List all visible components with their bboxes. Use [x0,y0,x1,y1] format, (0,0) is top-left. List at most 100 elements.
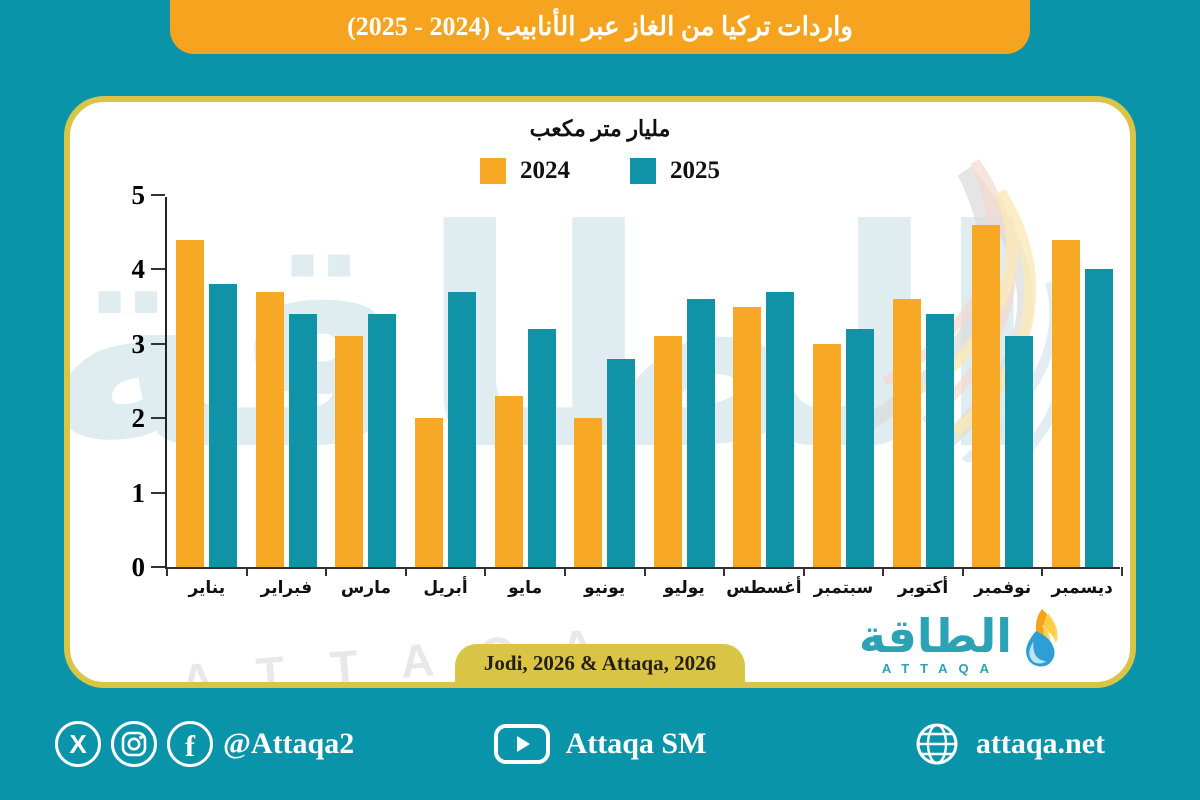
legend-item-2025: 2025 [630,157,720,185]
x-axis-tick [325,567,328,576]
bar-2025-july [686,299,715,567]
legend-label-2024: 2024 [520,157,570,184]
footer-youtube-group: Attaqa SM [493,724,707,764]
x-axis-tick [643,567,646,576]
y-axis-label: 1 [131,477,146,508]
legend-swatch-2024 [480,158,506,184]
bar-2025-june [607,358,636,567]
x-axis-month-label: أغسطس [726,578,802,598]
footer-bar: X f @Attaqa2 Attaqa SM at [0,688,1200,800]
y-axis-label: 4 [131,254,146,285]
source-text: Jodi, 2026 & Attaqa, 2026 [483,650,717,675]
y-axis-label: 3 [131,328,146,359]
x-axis-tick [1041,567,1044,576]
bar-2025-november [1005,336,1034,567]
x-axis-month-label: يونيو [584,578,626,598]
title-banner: واردات تركيا من الغاز عبر الأنابيب (2024… [170,0,1030,54]
x-axis-tick [166,567,168,576]
footer-social-group: X f @Attaqa2 [0,721,494,767]
x-axis-month-label: سبتمبر [813,578,874,598]
chart-card: الطاقة ATTAQA مليار متر مكعب 2024 2025 0 1… [64,96,1136,688]
x-axis-month-label: يوليو [663,578,705,598]
x-axis-month-label: نوفمبر [974,578,1032,598]
globe-icon [916,723,958,765]
bar-group-december: ديسمبر [1042,197,1122,598]
bar-2025-september [845,328,874,567]
bar-2024-march [335,336,364,567]
legend-swatch-2025 [630,158,656,184]
bar-group-august: أغسطس [724,197,804,598]
bar-group-january: يناير [167,197,247,598]
x-axis-tick [245,567,248,576]
legend-item-2024: 2024 [480,157,570,185]
plot-area: 0 1 2 3 4 5 يناير فبراير مارس أبريل مايو يونيو يوليو… [132,180,1123,598]
youtube-icon [493,724,550,764]
bar-2025-october [925,314,954,567]
x-axis-month-label: ديسمبر [1051,578,1113,598]
attaqa-logo-arabic: الطاقة [858,609,1012,663]
x-axis-month-label: يناير [188,578,226,598]
bar-2024-june [574,418,603,567]
bar-2024-november [972,224,1001,567]
bar-2025-april [448,291,477,567]
x-axis-tick [802,567,805,576]
bar-2024-october [892,299,921,567]
legend-label-2025: 2025 [670,157,720,184]
x-axis-month-label: فبراير [260,578,313,598]
instagram-icon [111,721,157,767]
bar-2025-august [766,291,795,567]
bar-2024-december [1051,239,1080,567]
x-axis-tick [404,567,407,576]
x-twitter-icon: X [55,721,101,767]
bar-group-july: يوليو [645,197,725,598]
y-axis-tick [151,342,165,345]
x-axis-tick [882,567,885,576]
x-axis-tick [1121,567,1123,576]
x-axis-month-label: أكتوبر [897,578,949,598]
bar-2025-december [1084,269,1113,567]
attaqa-logo-latin: ATTAQA [881,661,1001,676]
bar-group-november: نوفمبر [963,197,1043,598]
source-pill: Jodi, 2026 & Attaqa, 2026 [455,644,745,682]
flame-droplet-icon [1026,609,1058,667]
chart-unit-label: مليار متر مكعب [529,116,671,141]
y-axis-tick [151,268,165,271]
bar-2025-march [368,314,397,567]
bar-group-april: أبريل [406,197,486,598]
bar-2024-february [255,291,284,567]
y-axis-tick [151,194,165,196]
bar-group-february: فبراير [247,197,327,598]
youtube-handle: Attaqa SM [565,727,707,760]
x-axis-month-label: مايو [508,578,543,598]
bar-2025-january [209,284,238,567]
bar-2024-july [653,336,682,567]
x-axis-tick [484,567,487,576]
facebook-icon: f [167,721,213,767]
bar-group-september: سبتمبر [804,197,884,598]
x-axis-month-label: أبريل [423,578,468,598]
bar-group-march: مارس [326,197,406,598]
bar-2024-april [415,418,444,567]
y-axis-label: 0 [131,552,146,582]
bar-2025-february [288,314,317,567]
bar-2024-may [494,395,523,567]
x-axis-tick [961,567,964,576]
attaqa-logo: الطاقة ATTAQA [858,609,1062,676]
bar-2025-may [527,328,556,567]
y-axis-tick [151,417,165,420]
chart-legend: 2024 2025 [70,157,1130,185]
page-title: واردات تركيا من الغاز عبر الأنابيب (2024… [347,12,853,41]
x-axis-tick [563,567,566,576]
x-axis-month-label: مارس [340,578,392,598]
bar-2024-january [176,239,205,567]
bar-group-june: يونيو [565,197,645,598]
bar-2024-august [733,306,762,567]
y-axis-label: 5 [131,180,146,210]
footer-website-group: attaqa.net [706,721,1200,767]
y-axis-tick [151,491,165,494]
bar-2024-september [812,343,841,567]
bar-group-october: أكتوبر [883,197,963,598]
website-url: attaqa.net [975,727,1105,760]
social-handle: @Attaqa2 [223,727,355,760]
bar-group-may: مايو [485,197,565,598]
